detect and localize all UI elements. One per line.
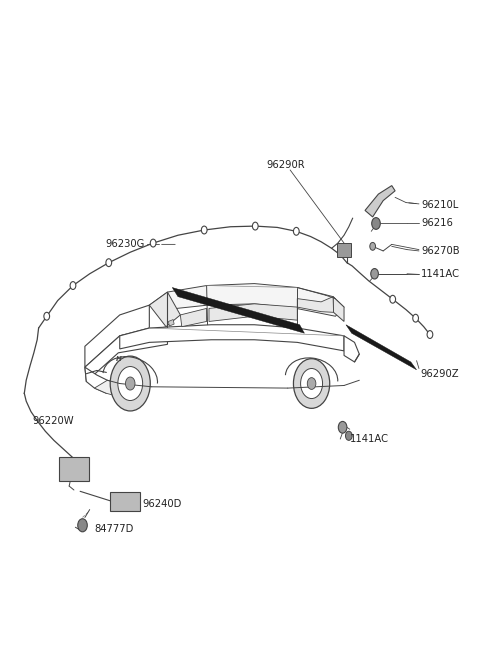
Text: 96290Z: 96290Z: [420, 369, 459, 379]
Circle shape: [370, 243, 375, 251]
Polygon shape: [344, 336, 360, 362]
Circle shape: [110, 356, 150, 411]
Circle shape: [106, 258, 112, 266]
Polygon shape: [85, 305, 149, 367]
Polygon shape: [149, 292, 180, 327]
Text: 96230G: 96230G: [105, 239, 144, 249]
FancyBboxPatch shape: [59, 457, 89, 481]
Polygon shape: [180, 308, 206, 327]
Circle shape: [413, 314, 419, 322]
Polygon shape: [149, 283, 344, 316]
Polygon shape: [365, 186, 395, 217]
Circle shape: [293, 359, 330, 408]
Circle shape: [78, 519, 87, 532]
Text: 84777D: 84777D: [95, 524, 134, 534]
Polygon shape: [172, 287, 304, 333]
Circle shape: [201, 226, 207, 234]
Circle shape: [150, 239, 156, 247]
Text: 1141AC: 1141AC: [421, 270, 460, 279]
Polygon shape: [209, 304, 297, 321]
Polygon shape: [120, 325, 344, 351]
Text: 96290R: 96290R: [266, 160, 305, 170]
Circle shape: [346, 431, 352, 440]
Circle shape: [125, 377, 135, 390]
Circle shape: [338, 421, 347, 433]
Circle shape: [390, 295, 396, 303]
FancyBboxPatch shape: [110, 492, 140, 511]
Polygon shape: [168, 319, 174, 326]
Circle shape: [118, 367, 143, 401]
Polygon shape: [85, 327, 168, 382]
Circle shape: [70, 281, 76, 289]
Polygon shape: [333, 297, 344, 321]
Polygon shape: [95, 380, 120, 397]
Text: 96210L: 96210L: [421, 200, 458, 210]
Text: 96220W: 96220W: [33, 416, 74, 426]
Circle shape: [307, 378, 316, 390]
Polygon shape: [85, 367, 108, 394]
Circle shape: [252, 222, 258, 230]
Circle shape: [372, 218, 380, 230]
Text: 1141AC: 1141AC: [350, 434, 389, 444]
Text: 96240D: 96240D: [142, 499, 181, 509]
Circle shape: [371, 268, 378, 279]
Circle shape: [427, 331, 433, 338]
Text: 96270B: 96270B: [421, 246, 460, 256]
Circle shape: [300, 369, 323, 399]
Polygon shape: [346, 325, 417, 370]
Circle shape: [44, 312, 49, 320]
Polygon shape: [297, 297, 334, 312]
Circle shape: [293, 228, 299, 236]
Text: H: H: [115, 356, 121, 362]
FancyBboxPatch shape: [337, 243, 351, 257]
Text: 96216: 96216: [421, 218, 453, 228]
